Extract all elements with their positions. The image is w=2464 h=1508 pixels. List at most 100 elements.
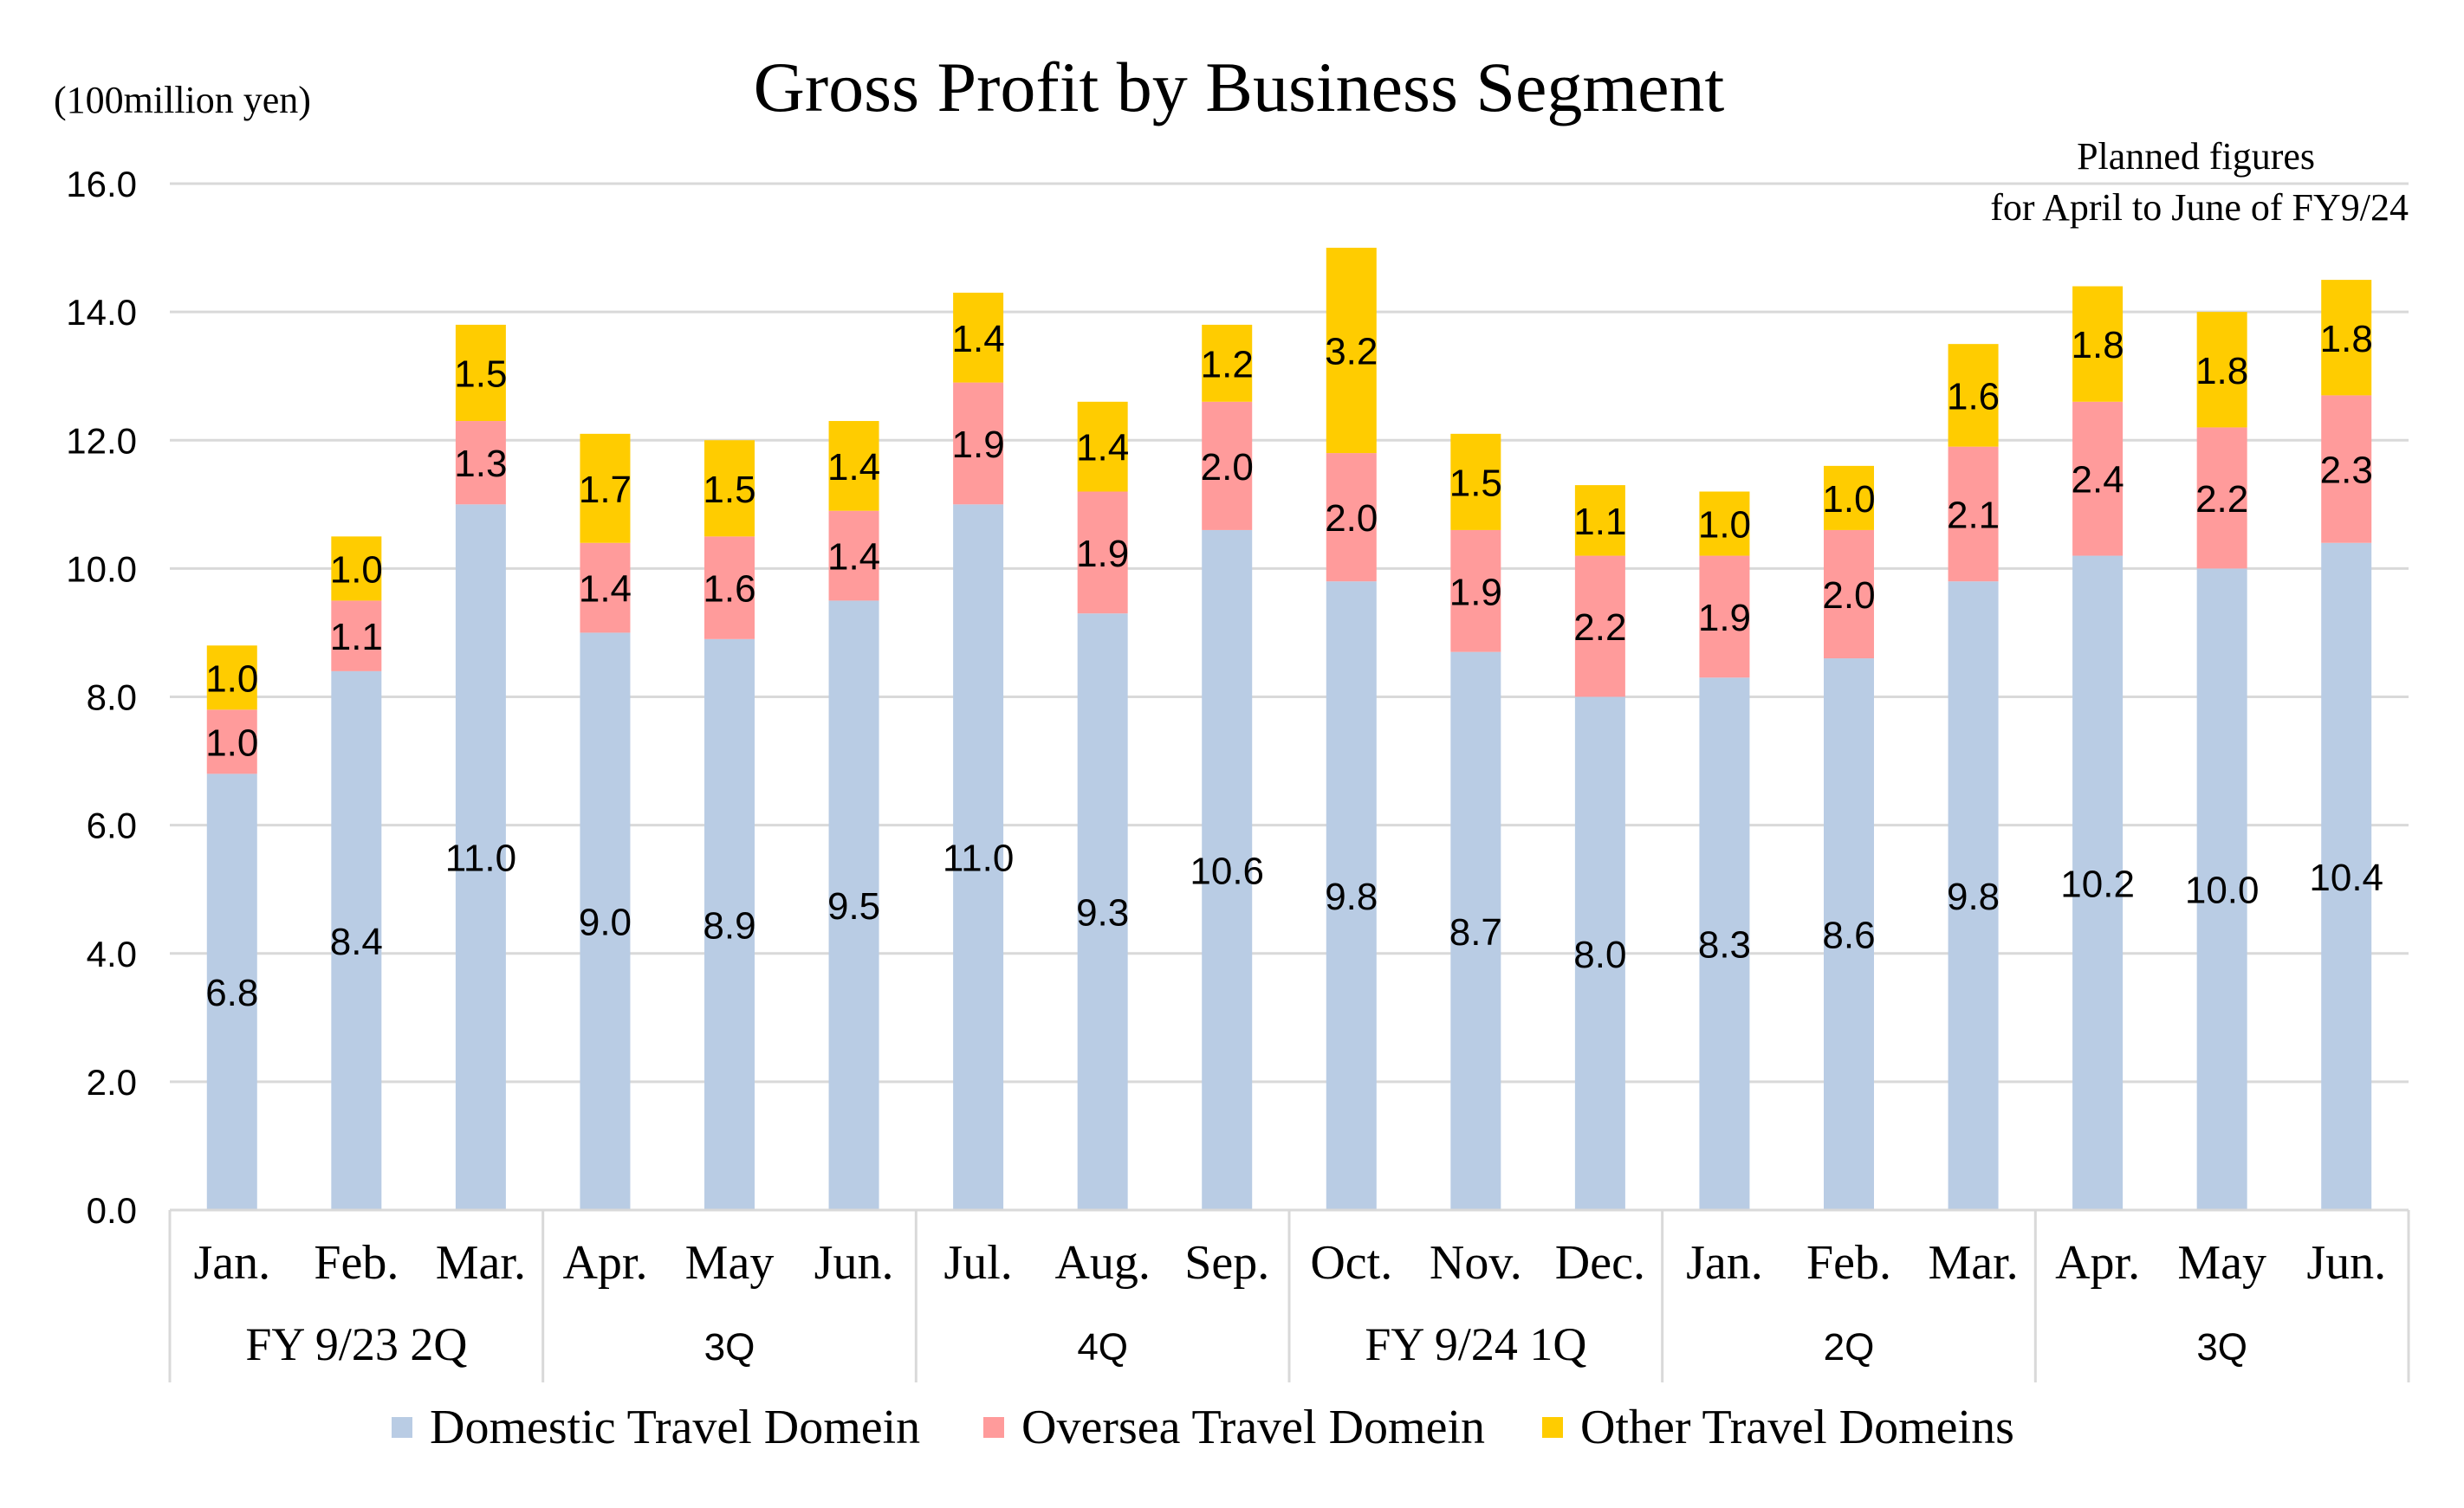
data-label: 2.2	[2195, 478, 2248, 521]
bar-segment	[1824, 529, 1874, 659]
data-label: 6.8	[205, 972, 258, 1014]
data-label: 1.8	[2195, 350, 2248, 392]
data-label: 10.6	[1190, 850, 1264, 892]
data-label: 1.9	[952, 424, 1005, 466]
data-label: 1.0	[330, 548, 383, 591]
x-group-label: 4Q	[1077, 1326, 1128, 1369]
bar-segment	[580, 433, 631, 543]
y-tick-label: 16.0	[66, 164, 137, 204]
data-label: 2.1	[1947, 494, 2000, 536]
data-label: 1.8	[2072, 324, 2124, 366]
data-label: 8.6	[1822, 915, 1875, 957]
legend-label: Other Travel Domeins	[1580, 1401, 2014, 1454]
bar-segment	[2072, 401, 2124, 556]
data-labels: 6.8 1.0 1.0 8.4 1.1 1.0 11.0 1.3 1.5 9.0 1.4 1.7 8.9…	[205, 318, 2383, 1014]
bar-segment	[331, 536, 382, 601]
data-label: 1.0	[205, 657, 258, 700]
data-label: 10.2	[2060, 863, 2135, 905]
data-label: 1.4	[827, 536, 880, 579]
data-label: 9.5	[827, 885, 880, 928]
bar-segment	[2321, 280, 2372, 396]
bar-segment	[1699, 555, 1750, 678]
bar-segment	[953, 292, 1004, 383]
data-label: 2.3	[2320, 450, 2373, 492]
x-tick-label: May	[2177, 1236, 2266, 1290]
data-label: 9.8	[1947, 876, 2000, 918]
y-axis-tick-labels: 0.0 2.0 4.0 6.0 8.0 10.0 12.0 14.0 16.0	[66, 164, 137, 1231]
bar-segment	[953, 504, 1004, 1210]
y-tick-label: 2.0	[87, 1062, 137, 1103]
data-label: 1.2	[1201, 343, 1254, 385]
bar-segment	[1202, 324, 1253, 402]
legend-swatch	[983, 1417, 1004, 1438]
x-tick-label: Sep.	[1184, 1236, 1269, 1290]
bar-segment	[1450, 651, 1501, 1210]
data-label: 1.4	[952, 318, 1005, 360]
data-label: 1.9	[1449, 571, 1502, 613]
x-group-label: 3Q	[2196, 1326, 2247, 1369]
data-label: 1.4	[579, 568, 632, 611]
data-label: 1.9	[1076, 533, 1129, 575]
bar-segment	[828, 421, 879, 511]
y-tick-label: 10.0	[66, 548, 137, 589]
bar-segment	[455, 421, 506, 505]
x-tick-label: Jul.	[943, 1236, 1012, 1290]
bar-segment	[828, 510, 879, 601]
legend-swatch	[392, 1417, 412, 1438]
y-tick-label: 0.0	[87, 1190, 137, 1231]
bar-segment	[1326, 248, 1377, 454]
bar-segment	[1948, 344, 1999, 447]
bar-segment	[206, 773, 257, 1210]
bar-segment	[1824, 658, 1874, 1210]
bar-segment	[206, 645, 257, 710]
bar-segment	[704, 638, 755, 1210]
bar-segment	[1077, 401, 1128, 492]
bar-segment	[1948, 581, 1999, 1210]
data-label: 1.8	[2320, 318, 2373, 360]
data-label: 9.8	[1325, 876, 1378, 918]
bar-segment	[1202, 401, 1253, 530]
bar-segment	[1824, 465, 1874, 530]
data-label: 1.1	[330, 616, 383, 658]
data-label: 8.4	[330, 921, 383, 963]
bar-segment	[1699, 677, 1750, 1210]
bar-segment	[1699, 491, 1750, 556]
bar-segment	[1450, 529, 1501, 652]
y-tick-label: 14.0	[66, 292, 137, 333]
data-label: 9.0	[579, 902, 632, 944]
x-group-label: FY 9/23 2Q	[245, 1318, 467, 1370]
data-label: 2.0	[1325, 497, 1378, 540]
data-label: 1.6	[1947, 375, 2000, 417]
x-tick-label: Mar.	[436, 1236, 526, 1290]
data-label: 1.0	[205, 722, 258, 764]
bar-segment	[2196, 427, 2247, 569]
bars	[206, 248, 2372, 1210]
y-tick-label: 8.0	[87, 677, 137, 718]
bar-segment	[2072, 555, 2124, 1210]
data-label: 8.9	[703, 904, 755, 947]
bar-segment	[1574, 696, 1625, 1210]
x-tick-label: Feb.	[314, 1236, 399, 1290]
bar-segment	[455, 324, 506, 422]
y-tick-label: 12.0	[66, 420, 137, 461]
x-tick-label: Mar.	[1928, 1236, 2018, 1290]
x-tick-label: Dec.	[1555, 1236, 1645, 1290]
data-label: 1.4	[1076, 427, 1129, 469]
note-line-1: Planned figures	[2077, 135, 2315, 178]
bar-segment	[331, 670, 382, 1210]
bar-segment	[1948, 446, 1999, 582]
data-label: 1.5	[703, 469, 755, 511]
x-tick-label: Aug.	[1054, 1236, 1150, 1290]
data-label: 2.0	[1201, 446, 1254, 489]
bar-segment	[1450, 433, 1501, 530]
x-group-label: 3Q	[704, 1326, 755, 1369]
bar-segment	[1574, 485, 1625, 556]
data-label: 11.0	[445, 838, 516, 880]
legend: Domestic Travel Domein Oversea Travel Dom…	[392, 1401, 2014, 1454]
data-label: 1.0	[1822, 478, 1875, 521]
data-label: 11.0	[943, 838, 1014, 880]
data-label: 8.3	[1698, 924, 1751, 967]
bar-segment	[1202, 529, 1253, 1210]
x-tick-label: May	[685, 1236, 775, 1290]
data-label: 1.9	[1698, 597, 1751, 639]
